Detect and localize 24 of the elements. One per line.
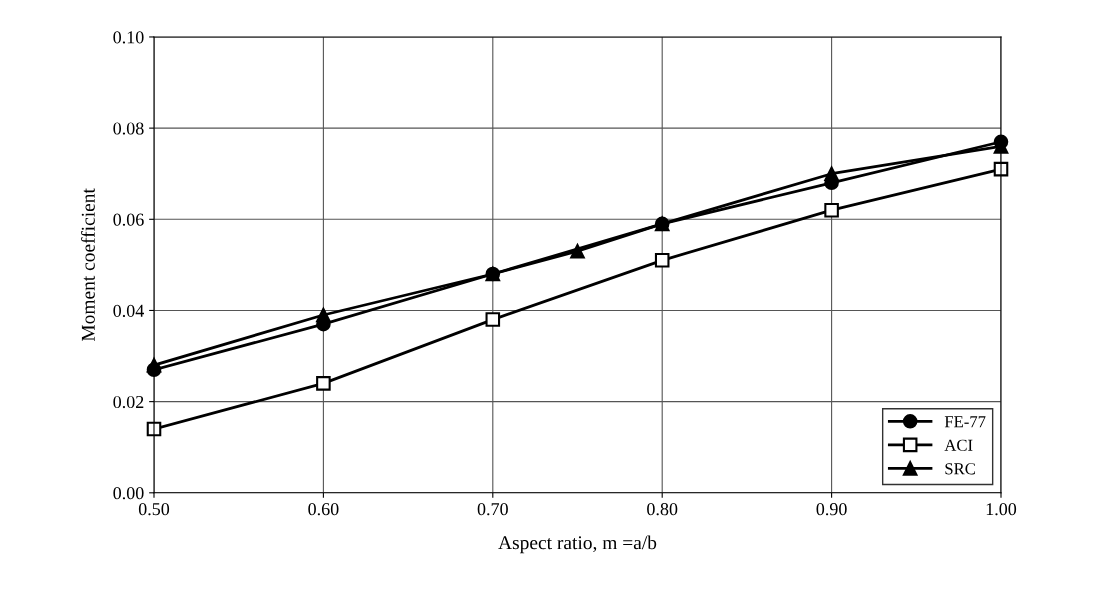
- point: [316, 376, 331, 391]
- x-tick-label: 0.80: [647, 503, 678, 516]
- x-tick-label: 0.60: [308, 503, 339, 516]
- legend-label: FE-77: [944, 416, 986, 428]
- y-tick-label: 0.00: [113, 487, 144, 500]
- point: [654, 253, 670, 268]
- point: [570, 243, 585, 259]
- x-tick-label: 0.90: [816, 503, 847, 516]
- x-tick-label: 1.00: [986, 503, 1017, 516]
- x-axis-title: Aspect ratio, m =a/b: [498, 535, 657, 554]
- x-tick-label: 0.70: [477, 503, 508, 516]
- y-tick-label: 0.04: [113, 304, 144, 317]
- legend-label: ACI: [944, 439, 973, 451]
- x-tick-label: 0.50: [138, 503, 170, 516]
- y-tick-label: 0.10: [113, 31, 144, 44]
- point: [824, 202, 839, 218]
- point: [824, 166, 839, 181]
- point: [316, 307, 331, 323]
- y-tick-label: 0.08: [113, 122, 144, 135]
- point: [485, 312, 501, 327]
- y-axis-title: Moment coefficient: [80, 188, 95, 342]
- y-tick-label: 0.02: [113, 395, 144, 409]
- y-tick-label: 0.06: [113, 213, 144, 226]
- legend-label: SRC: [945, 463, 975, 475]
